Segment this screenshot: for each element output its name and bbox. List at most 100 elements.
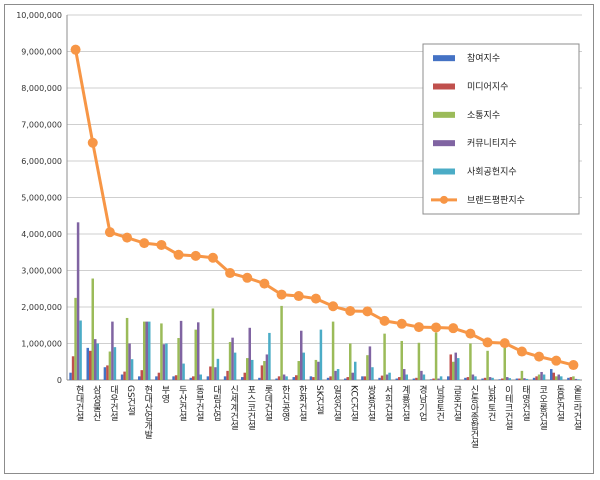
bar [179, 320, 183, 380]
bar [258, 377, 261, 380]
x-tick-label: 신세계건설 [228, 385, 238, 430]
x-tick-label: 동문건설 [554, 385, 564, 421]
bar [420, 370, 423, 380]
bar [560, 376, 563, 380]
bar [535, 376, 538, 380]
bar [454, 352, 457, 380]
line-point [345, 306, 356, 317]
bar [383, 333, 386, 380]
bar [464, 377, 467, 380]
bar [263, 361, 266, 380]
bar [297, 361, 300, 380]
bar [349, 343, 352, 380]
bar [216, 358, 220, 380]
bar [69, 372, 72, 380]
line-point [259, 278, 270, 289]
bar [138, 376, 141, 380]
bar [388, 372, 391, 380]
bar [157, 372, 161, 380]
y-tick-label: 6,000,000 [21, 157, 62, 166]
bar [336, 369, 340, 380]
bar [260, 365, 264, 380]
bar [412, 378, 416, 380]
bar [223, 376, 227, 380]
line-point [173, 249, 184, 260]
bar [177, 338, 180, 380]
bar [344, 378, 347, 380]
x-tick-label: 금호건설 [451, 385, 461, 421]
bar [346, 377, 349, 380]
line-point [534, 351, 545, 362]
bar [228, 342, 232, 380]
legend-label: 사회공헌지수 [467, 167, 517, 178]
bar [145, 321, 148, 380]
line-point [431, 322, 442, 333]
line-point [413, 322, 424, 333]
bar [469, 343, 472, 380]
bar [314, 359, 318, 380]
x-tick-label: 한화건설 [297, 385, 307, 421]
bar [108, 351, 112, 380]
bar [243, 372, 246, 380]
bar [312, 377, 315, 380]
legend-swatch-marker [440, 195, 448, 204]
bar [226, 370, 229, 380]
bar [405, 374, 408, 380]
bar [130, 359, 134, 380]
x-tick-label: 현대산업개발 [142, 385, 152, 439]
y-tick-label: 1,000,000 [21, 340, 62, 349]
bar [106, 365, 109, 380]
bar [366, 355, 369, 380]
bar [363, 376, 367, 380]
bar [280, 305, 283, 380]
x-tick-label: 태영건설 [520, 385, 530, 421]
y-tick-label: 2,000,000 [21, 303, 62, 312]
bar [525, 378, 529, 380]
bar [555, 376, 558, 380]
bar [248, 327, 251, 380]
x-tick-label: SK건설 [314, 385, 324, 415]
bar [518, 378, 521, 380]
bar [501, 378, 504, 380]
bar [520, 370, 524, 380]
bar [120, 374, 124, 380]
bar [488, 377, 492, 380]
bar [540, 371, 543, 380]
bar [292, 377, 295, 380]
bar [422, 374, 426, 380]
line-point [293, 291, 304, 302]
bar [471, 374, 475, 380]
y-tick-label: 7,000,000 [21, 121, 62, 130]
y-tick-label: 10,000,000 [16, 11, 62, 20]
bar [398, 377, 401, 380]
bar [532, 377, 536, 380]
legend-swatch [433, 111, 455, 118]
line-point [551, 355, 562, 366]
legend-label: 미디어지수 [467, 82, 508, 93]
bar [199, 374, 202, 380]
bar [506, 377, 509, 380]
bar [498, 379, 501, 380]
x-tick-label: 롯데건설 [262, 385, 272, 421]
bar [268, 332, 271, 380]
bar [466, 377, 470, 380]
x-tick-label: 울트라건설 [571, 385, 581, 430]
x-tick-label: 경남기업 [417, 384, 427, 421]
bar [400, 340, 403, 380]
bar [395, 378, 398, 380]
bar [214, 367, 217, 380]
bar [277, 376, 281, 380]
y-tick-label: 0 [57, 376, 62, 385]
bar [86, 347, 89, 380]
bar [378, 377, 381, 380]
bar [434, 332, 438, 380]
bar [334, 370, 337, 380]
bar [251, 359, 254, 380]
bar [285, 376, 288, 380]
bar [474, 376, 477, 380]
bar [89, 350, 92, 380]
bar [174, 375, 178, 380]
x-tick-label: 두산건설 [177, 385, 187, 421]
x-tick-label: 신동아종합건설 [468, 385, 478, 448]
legend-swatch [433, 83, 455, 90]
